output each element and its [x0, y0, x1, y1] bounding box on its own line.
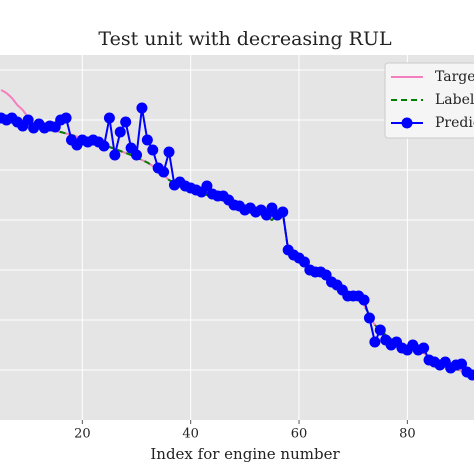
data-point	[103, 112, 115, 124]
data-point	[456, 358, 468, 370]
data-point	[158, 166, 170, 178]
data-point	[163, 146, 175, 158]
data-point	[109, 149, 121, 161]
data-point	[120, 116, 132, 128]
data-point	[201, 180, 213, 192]
legend-label: Predic	[435, 115, 474, 131]
data-point	[298, 256, 310, 268]
x-tick-label: 60	[291, 427, 308, 442]
data-point	[141, 134, 153, 146]
data-point	[418, 342, 430, 354]
legend-label: Label	[435, 92, 474, 108]
data-point	[466, 369, 474, 381]
legend: Targe Label Predic	[384, 62, 474, 139]
data-point	[136, 102, 148, 114]
x-tick-label: 80	[399, 427, 416, 442]
legend-marker	[401, 117, 413, 129]
data-point	[22, 114, 34, 126]
data-point	[277, 206, 289, 218]
data-point	[131, 149, 143, 161]
labels: Test unit with decreasing RUL Index for …	[74, 28, 416, 463]
legend-label: Targe	[435, 69, 474, 85]
series-layer	[0, 89, 474, 381]
x-tick-label: 40	[182, 427, 199, 442]
data-point	[114, 126, 126, 138]
data-point	[374, 324, 386, 336]
data-point	[147, 144, 159, 156]
data-point	[369, 336, 381, 348]
chart-title: Test unit with decreasing RUL	[98, 28, 392, 50]
data-point	[358, 294, 370, 306]
x-tick-label: 20	[74, 427, 91, 442]
data-point	[60, 112, 72, 124]
x-axis-label: Index for engine number	[150, 445, 340, 463]
data-point	[98, 140, 110, 152]
data-point	[363, 312, 375, 324]
